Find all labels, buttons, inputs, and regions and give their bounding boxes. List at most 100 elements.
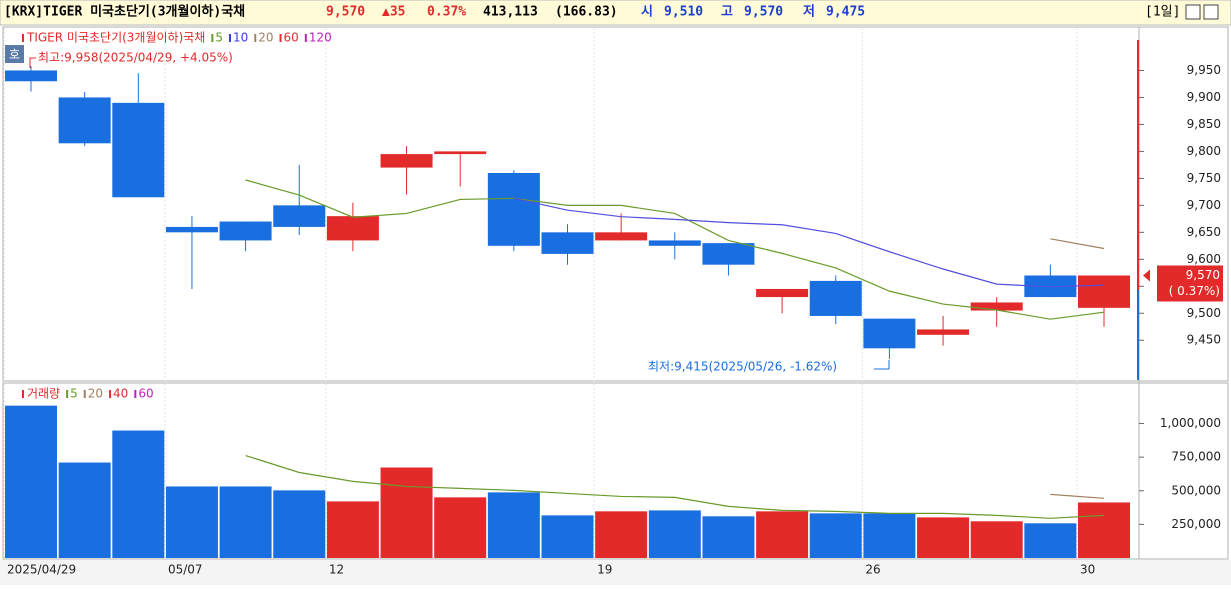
header-low: 9,475 [826, 5, 865, 20]
x-axis-band [0, 560, 1231, 585]
legend-swatch [109, 390, 112, 398]
volume-bar [702, 516, 755, 558]
x-tick-label: 05/07 [168, 563, 203, 577]
legend-swatch [211, 34, 214, 42]
legend-swatch [83, 390, 86, 398]
header-high: 9,570 [744, 5, 783, 20]
ma-line [245, 179, 1105, 320]
volume-bar [756, 511, 809, 558]
legend-swatch [228, 34, 231, 42]
ma-line [1050, 493, 1105, 499]
x-tick-label: 2025/04/29 [7, 563, 76, 577]
volume-bar [809, 513, 862, 558]
candle-body [541, 232, 594, 254]
price-panel [2, 26, 1229, 382]
x-tick-label: 19 [597, 563, 612, 577]
x-tick-label: 12 [329, 563, 344, 577]
candle-body [809, 280, 862, 316]
candle-body [219, 221, 272, 241]
y-tick-label: 500,000 [1171, 483, 1221, 497]
y-tick-label: 1,000,000 [1160, 416, 1221, 430]
candle-body [756, 288, 809, 298]
legend-swatch [304, 34, 307, 42]
legend-swatch [279, 34, 282, 42]
last-marker [1143, 269, 1150, 282]
header-change: ▲35 [382, 5, 405, 20]
legend-swatch [22, 34, 24, 42]
candle-body [595, 232, 648, 241]
y-tick-label: 250,000 [1171, 517, 1221, 531]
volume-bar [917, 517, 970, 558]
close-button[interactable] [1203, 4, 1219, 20]
volume-bar [58, 462, 111, 558]
header-open-label: 시 [641, 5, 653, 20]
legend-entry: 5 [215, 31, 223, 45]
legend-swatch [134, 390, 137, 398]
y-tick-label: 9,650 [1187, 225, 1221, 239]
last-box [1157, 265, 1223, 302]
badge [5, 45, 24, 63]
x-tick-label: 30 [1080, 563, 1095, 577]
header-amount: (166.83) [555, 5, 618, 20]
volume-bar [487, 492, 540, 558]
volume-bar [165, 486, 218, 558]
x-tick-label: 26 [865, 563, 880, 577]
volume-bar [434, 497, 487, 558]
candle-body [273, 205, 326, 227]
volume-bar [648, 510, 701, 558]
legend-entry: 20 [258, 31, 273, 45]
candle-body [917, 329, 970, 335]
header-code: [KRX]TIGER 미국초단기(3개월이하)국채 [4, 4, 245, 20]
legend-entry: 60 [284, 31, 299, 45]
legend-entry: 5 [70, 387, 78, 401]
legend-title: 거래량 [27, 387, 60, 401]
legend-entry: 120 [309, 31, 332, 45]
ma-line [1050, 238, 1105, 250]
y-tick-label: 9,950 [1187, 63, 1221, 77]
y-tick-label: 9,600 [1187, 252, 1221, 266]
annotation-low: 최저:9,415(2025/05/26, -1.62%) [648, 360, 837, 374]
badge-text: 호 [9, 48, 20, 62]
header-high-label: 고 [721, 5, 733, 20]
volume-bar [5, 405, 57, 558]
volume-bar [1024, 523, 1077, 558]
y-tick-label: 9,900 [1187, 90, 1221, 104]
y-tick-label: 9,750 [1187, 171, 1221, 185]
volume-bar [541, 515, 594, 558]
candle-body [648, 240, 701, 246]
candle-body [487, 172, 540, 246]
volume-bar [273, 490, 326, 558]
header-rate: 0.37% [427, 5, 466, 20]
restore-button[interactable] [1185, 4, 1201, 20]
y-tick-label: 9,850 [1187, 117, 1221, 131]
candle-body [702, 243, 755, 265]
legend-entry: 60 [138, 387, 153, 401]
legend-title: TIGER 미국초단기(3개월이하)국채 [26, 31, 205, 45]
volume-panel [2, 382, 1229, 560]
volume-bar [219, 486, 272, 558]
volume-bar [326, 501, 379, 558]
header-price: 9,570 [326, 5, 365, 20]
candle-body [326, 216, 379, 241]
header-period[interactable]: [1일] [1145, 5, 1180, 20]
ma-line [245, 454, 1105, 519]
volume-bar [112, 430, 165, 558]
candle-body [5, 70, 57, 82]
candle-body [970, 302, 1023, 311]
last-price: 9,570 [1186, 268, 1220, 282]
arrow [874, 360, 890, 370]
candle-body [863, 318, 916, 349]
y-tick-label: 9,500 [1187, 306, 1221, 320]
volume-bar [863, 513, 916, 558]
candle-body [58, 97, 111, 144]
candle-body [112, 102, 165, 198]
legend-swatch [22, 390, 24, 398]
last-rate: ( 0.37%) [1169, 284, 1220, 298]
ma-line [513, 197, 1105, 288]
y-tick-label: 750,000 [1171, 450, 1221, 464]
candle-body [165, 226, 218, 233]
arrow [29, 57, 36, 68]
legend-swatch [254, 34, 257, 42]
y-tick-label: 9,800 [1187, 144, 1221, 158]
